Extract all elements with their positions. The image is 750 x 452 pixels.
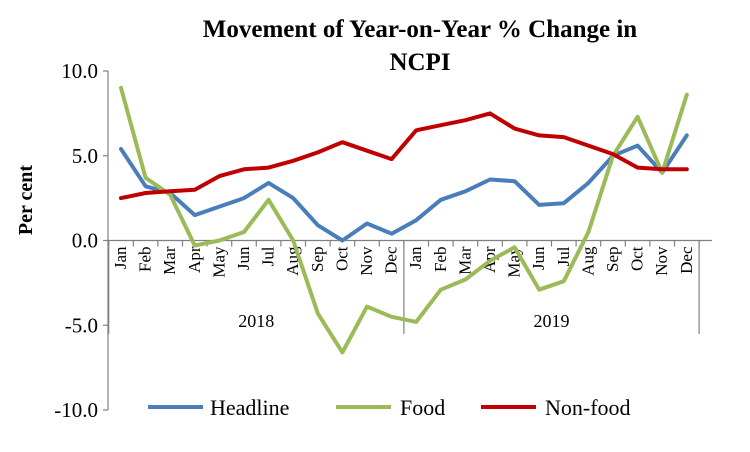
x-tick-label: Jul [259,246,278,266]
y-tick-label: -10.0 [54,398,98,422]
chart-title: Movement of Year-on-Year % Change in NCP… [203,16,638,76]
legend-label-non-food: Non-food [545,395,631,420]
x-tick-label: Mar [160,246,179,275]
x-tick-label: Oct [628,246,647,271]
y-tick-label: 0.0 [72,229,98,253]
y-tick-label: 5.0 [72,144,98,168]
x-tick-label: Jun [234,246,253,270]
x-tick-label: Nov [357,246,376,276]
x-tick-label: Sep [603,247,622,273]
x-tick-label: Jun [529,246,548,270]
legend: Headline Food Non-food [148,395,631,420]
x-tick-label: Apr [185,246,204,273]
legend-label-food: Food [400,395,445,420]
year-label: 2018 [238,311,274,331]
y-tick-label: 10.0 [61,59,98,83]
series-line-non-food [119,111,689,201]
plot-area: 10.0 5.0 0.0 -5.0 -10.0 Jan Feb Mar Apr May Jun Jul… [54,59,712,422]
year-label: 2019 [534,311,570,331]
x-tick-label: May [209,246,228,278]
x-tick-label: Aug [578,246,597,276]
y-tick-label: -5.0 [65,313,98,337]
x-tick-label: Jan [406,246,425,269]
x-tick-label: Sep [308,247,327,273]
x-tick-label: Feb [136,247,155,273]
x-tick-label: Oct [332,246,351,271]
legend-label-headline: Headline [210,395,289,420]
series-line-food [119,85,689,355]
x-tick-label: Mar [455,246,474,275]
title-line-2: NCPI [389,49,450,76]
y-axis-label: Per cent [15,165,37,235]
x-tick-label: Feb [431,247,450,273]
x-tick-label: Nov [652,246,671,276]
title-line-1: Movement of Year-on-Year % Change in [203,16,638,43]
x-tick-label: Dec [677,246,696,274]
x-tick-label: Dec [382,246,401,274]
series-line-headline [119,133,689,243]
x-tick-label: Jan [111,246,130,269]
x-tick-label: Jul [554,246,573,266]
